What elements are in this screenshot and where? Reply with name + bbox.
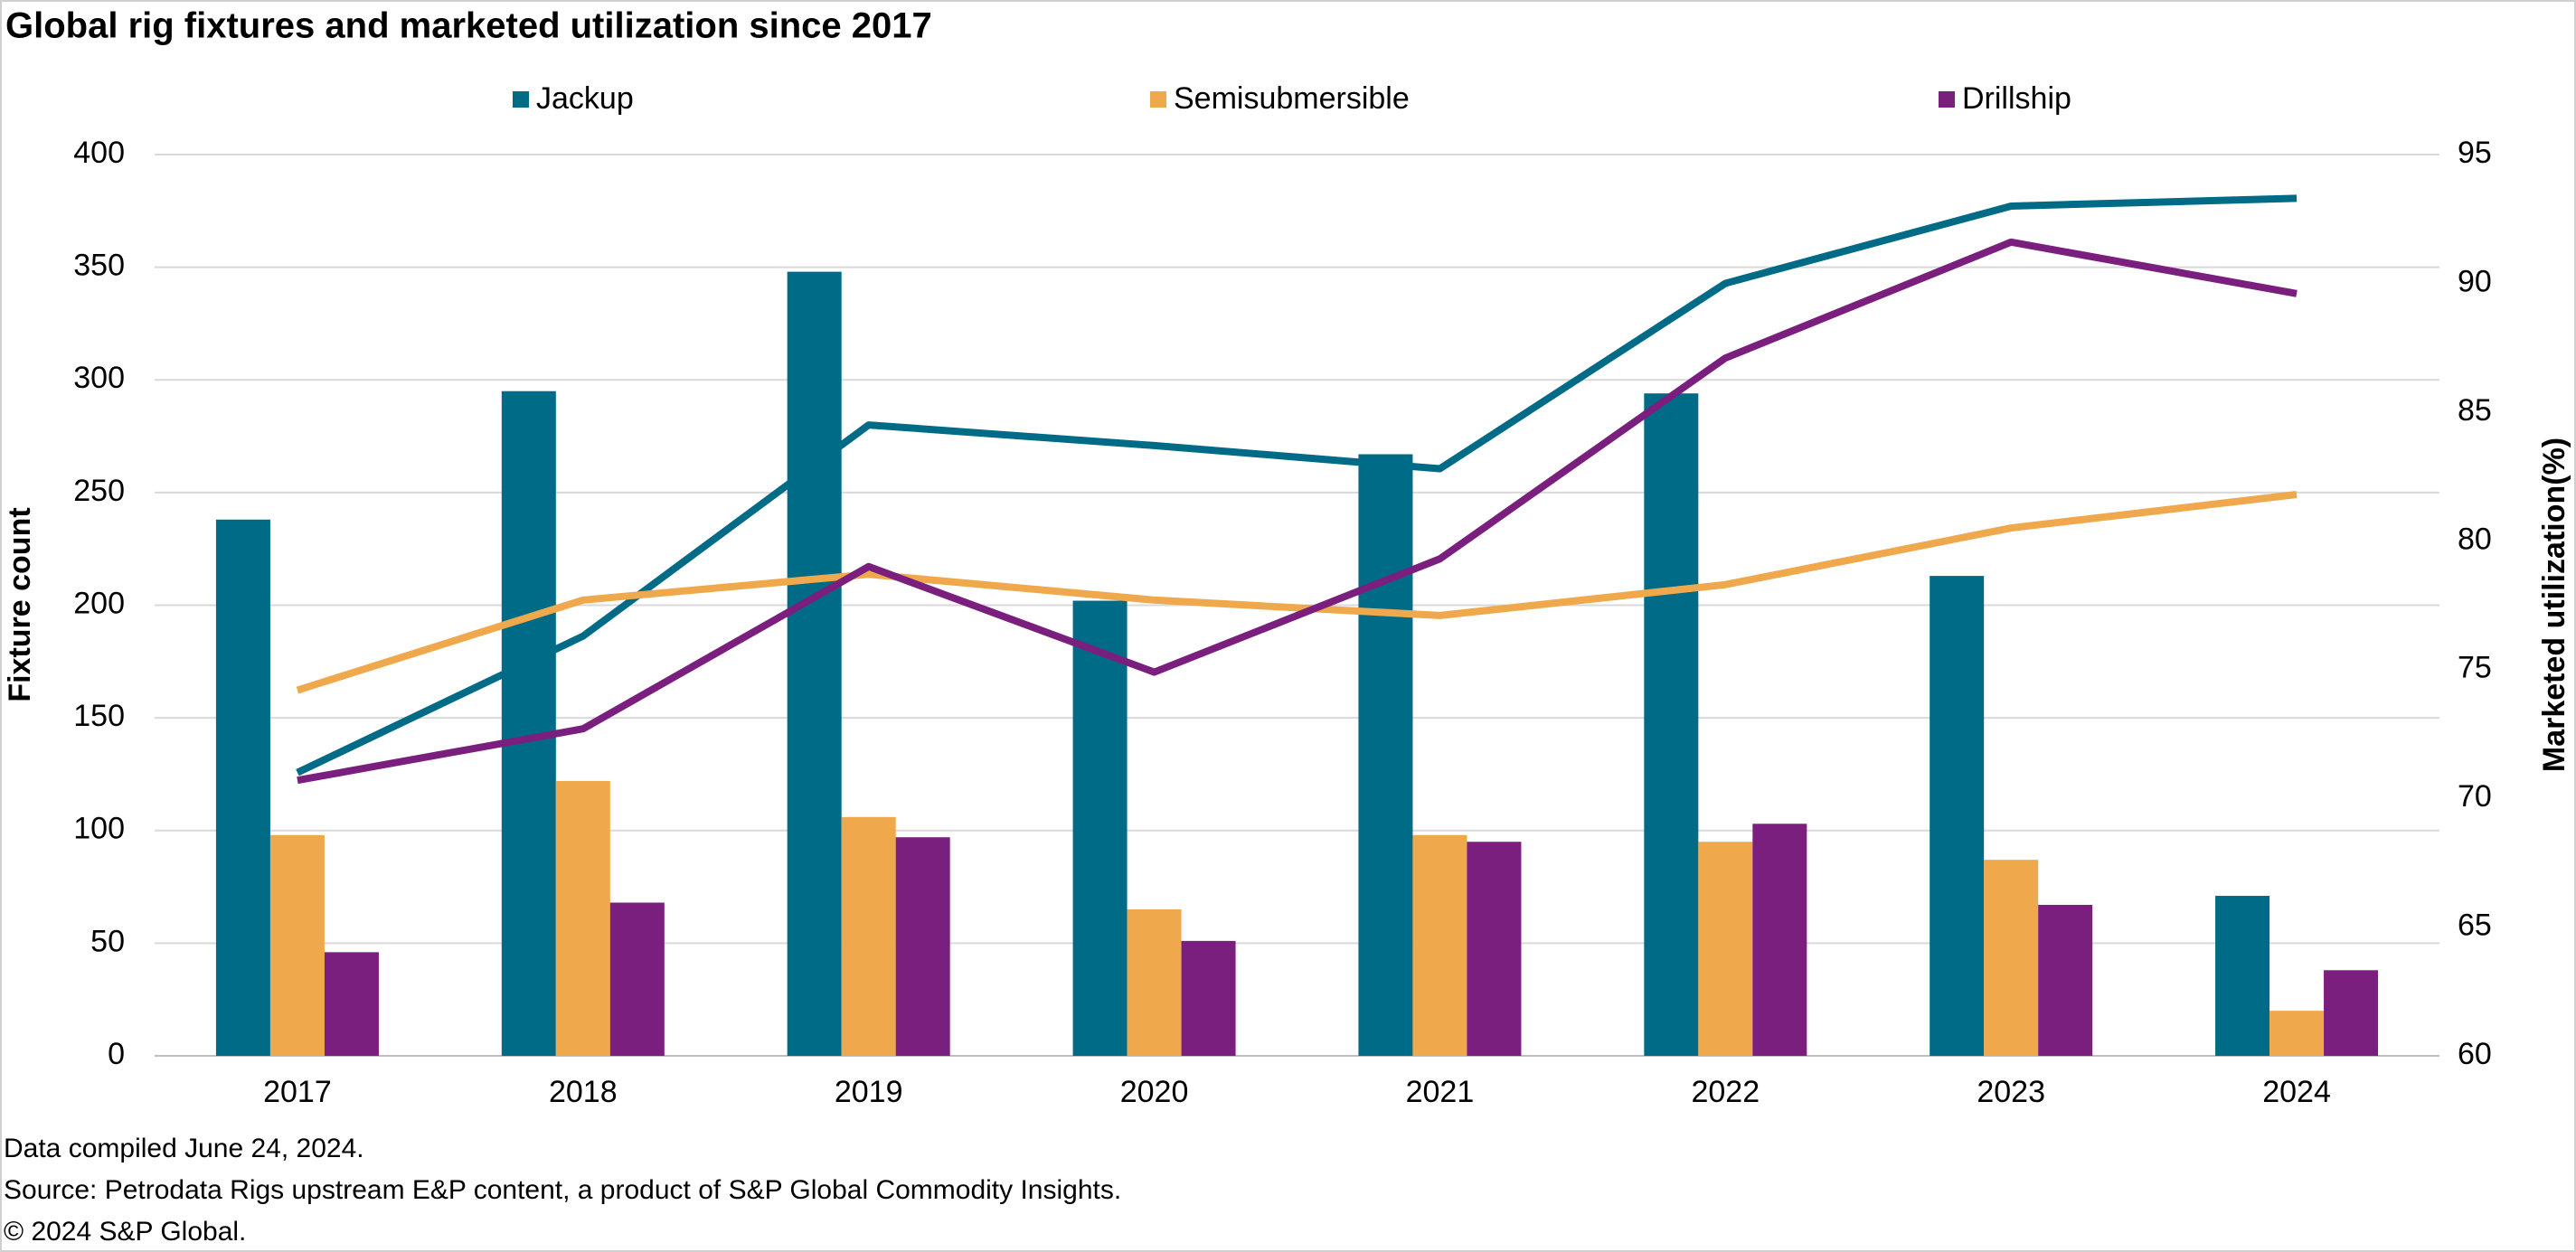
bar xyxy=(895,837,950,1056)
y-tick-label: 0 xyxy=(108,1037,125,1071)
y2-tick-label: 65 xyxy=(2458,908,2492,943)
y2-tick-label: 90 xyxy=(2458,264,2492,298)
legend-label: Jackup xyxy=(536,81,634,116)
y-tick-label: 300 xyxy=(73,361,125,395)
bar xyxy=(1984,860,2039,1056)
bar xyxy=(1072,600,1128,1056)
bar xyxy=(1930,576,1985,1056)
footnote: Data compiled June 24, 2024. xyxy=(4,1134,364,1163)
utilization-line xyxy=(297,238,2298,785)
bar xyxy=(1412,834,1467,1056)
bar xyxy=(2269,1011,2325,1056)
bar xyxy=(215,519,270,1056)
x-tick-label: 2019 xyxy=(835,1075,903,1109)
bar xyxy=(1358,454,1413,1056)
y2-tick-label: 80 xyxy=(2458,522,2492,556)
y-tick-label: 100 xyxy=(73,812,125,846)
bar xyxy=(501,391,556,1056)
x-tick-label: 2017 xyxy=(263,1075,332,1109)
y-tick-label: 250 xyxy=(73,474,125,508)
footnote: © 2024 S&P Global. xyxy=(4,1217,246,1247)
y-tick-label: 150 xyxy=(73,699,125,733)
y2-tick-label: 60 xyxy=(2458,1037,2492,1071)
utilization-line xyxy=(296,491,2298,694)
utilization-line xyxy=(296,194,2298,777)
x-tick-label: 2020 xyxy=(1120,1075,1189,1109)
bar xyxy=(1644,393,1699,1057)
chart-title: Global rig fixtures and marketed utiliza… xyxy=(5,6,932,46)
y-axis-title: Fixture count xyxy=(3,507,37,701)
y2-tick-label: 70 xyxy=(2458,779,2492,814)
legend-label: Semisubmersible xyxy=(1174,81,1410,116)
bar xyxy=(787,271,842,1056)
bar xyxy=(2324,970,2379,1056)
x-tick-label: 2018 xyxy=(549,1075,618,1109)
legend-label: Drillship xyxy=(1962,81,2071,116)
y-tick-label: 400 xyxy=(73,136,125,170)
bar xyxy=(2215,896,2270,1056)
bar xyxy=(609,902,665,1056)
bar xyxy=(269,834,325,1056)
bar xyxy=(1698,842,1753,1056)
bar xyxy=(1467,842,1522,1056)
bar xyxy=(555,780,610,1056)
bar xyxy=(1181,940,1236,1056)
legend-swatch xyxy=(1150,91,1166,108)
y2-tick-label: 75 xyxy=(2458,651,2492,685)
x-tick-label: 2024 xyxy=(2262,1075,2331,1109)
y2-tick-label: 85 xyxy=(2458,393,2492,428)
y2-axis-title: Marketed utilization(%) xyxy=(2537,438,2571,772)
bar xyxy=(841,816,896,1056)
legend-swatch xyxy=(513,91,529,108)
x-tick-label: 2021 xyxy=(1406,1075,1475,1109)
footnote: Source: Petrodata Rigs upstream E&P cont… xyxy=(4,1175,1121,1205)
bar xyxy=(324,952,379,1056)
y-tick-label: 200 xyxy=(73,586,125,620)
y2-tick-label: 95 xyxy=(2458,136,2492,170)
y-tick-label: 50 xyxy=(90,924,125,958)
y-tick-label: 350 xyxy=(73,249,125,283)
x-tick-label: 2023 xyxy=(1977,1075,2045,1109)
legend-swatch xyxy=(1939,91,1955,108)
bar xyxy=(2038,905,2093,1056)
bar xyxy=(1127,908,1182,1056)
bar xyxy=(1752,824,1807,1056)
x-tick-label: 2022 xyxy=(1691,1075,1760,1109)
